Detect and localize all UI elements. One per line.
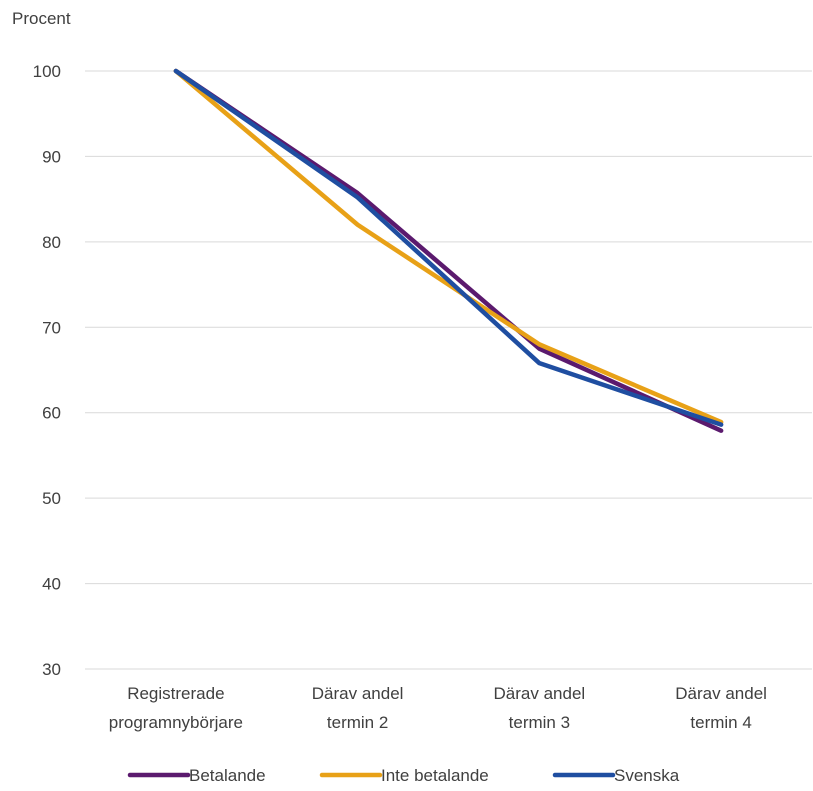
gridlines	[85, 70, 812, 670]
series-line-1	[173, 68, 724, 425]
x-tick-label: Därav andel	[494, 684, 586, 703]
x-tick-label: programnybörjare	[109, 713, 243, 732]
x-tick-label: Därav andel	[312, 684, 404, 703]
y-tick-label: 30	[42, 660, 61, 679]
y-tick-label: 40	[42, 575, 61, 594]
x-axis-ticks: Registrerade programnybörjare Därav andel t…	[109, 684, 767, 732]
series-line-2	[173, 68, 724, 427]
legend-label: Svenska	[614, 766, 680, 785]
y-tick-label: 80	[42, 233, 61, 252]
legend-label: Inte betalande	[381, 766, 489, 785]
x-tick-label: termin 4	[690, 713, 751, 732]
y-tick-label: 50	[42, 489, 61, 508]
legend-label: Betalande	[189, 766, 266, 785]
legend: Betalande Inte betalande Svenska	[127, 766, 680, 785]
series-line-0	[173, 68, 724, 433]
y-axis-ticks: 100 90 80 70 60 50 40 30	[33, 62, 61, 679]
series-lines	[173, 68, 724, 433]
y-axis-title: Procent	[12, 9, 71, 28]
x-tick-label: termin 3	[509, 713, 570, 732]
y-tick-label: 90	[42, 147, 61, 166]
y-tick-label: 100	[33, 62, 61, 81]
y-tick-label: 70	[42, 318, 61, 337]
y-tick-label: 60	[42, 404, 61, 423]
x-tick-label: termin 2	[327, 713, 388, 732]
x-tick-label: Därav andel	[675, 684, 767, 703]
x-tick-label: Registrerade	[127, 684, 224, 703]
